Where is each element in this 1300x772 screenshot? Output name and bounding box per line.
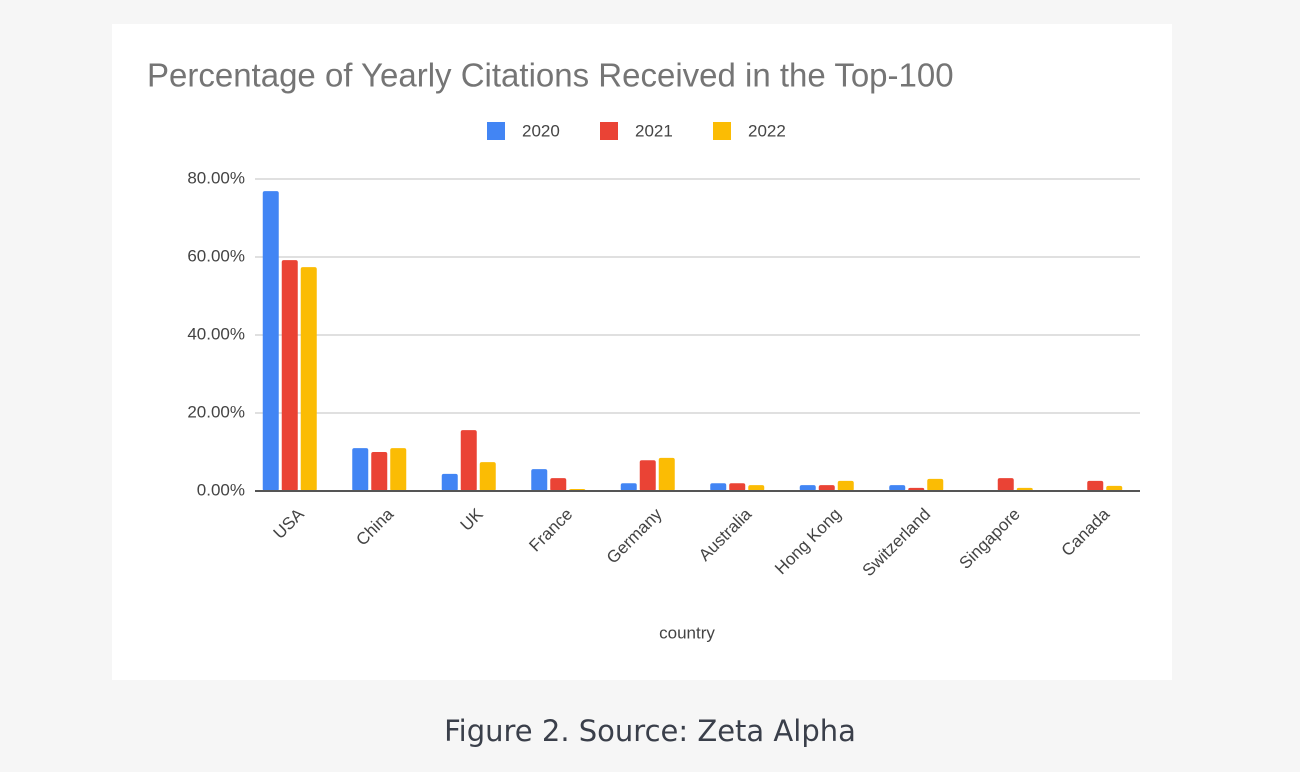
- x-tick-label: Singapore: [956, 505, 1024, 573]
- bar: [479, 462, 496, 491]
- bar: [262, 191, 279, 491]
- bar: [281, 260, 298, 491]
- y-tick-label: 80.00%: [187, 168, 245, 187]
- x-tick-label: China: [352, 504, 397, 549]
- x-tick-label: USA: [270, 504, 309, 543]
- bar: [531, 469, 548, 491]
- bar: [441, 473, 458, 491]
- bar: [748, 485, 765, 491]
- bar: [639, 460, 656, 491]
- bar: [1087, 480, 1104, 491]
- x-tick-label: Germany: [603, 504, 666, 567]
- chart: Percentage of Yearly Citations Received …: [147, 57, 1140, 642]
- legend-label: 2020: [522, 121, 560, 140]
- bar: [729, 483, 746, 491]
- y-tick-label: 0.00%: [197, 480, 245, 499]
- legend-swatch: [600, 122, 618, 140]
- bar: [818, 485, 835, 491]
- bar: [889, 485, 906, 491]
- bar: [997, 478, 1014, 491]
- bar: [837, 480, 854, 491]
- bar: [710, 483, 727, 491]
- y-tick-label: 40.00%: [187, 324, 245, 343]
- x-tick-label: Australia: [695, 504, 756, 565]
- bar: [460, 430, 477, 491]
- x-axis-title: country: [659, 623, 715, 642]
- bar: [550, 478, 567, 491]
- bar: [300, 267, 317, 491]
- x-tick-label: Hong Kong: [771, 505, 845, 579]
- bar: [352, 448, 369, 491]
- caption: Figure 2. Source: Zeta Alpha: [444, 714, 856, 748]
- bar: [390, 448, 407, 491]
- x-tick-label: Switzerland: [859, 505, 935, 581]
- y-tick-label: 20.00%: [187, 402, 245, 421]
- legend-label: 2021: [635, 121, 673, 140]
- bar: [371, 452, 388, 491]
- bar: [1106, 485, 1123, 491]
- bar: [927, 478, 944, 491]
- bar: [620, 483, 637, 491]
- y-tick-label: 60.00%: [187, 246, 245, 265]
- x-tick-label: France: [525, 505, 576, 556]
- legend-swatch: [487, 122, 505, 140]
- bar: [658, 457, 675, 491]
- x-tick-label: UK: [457, 504, 488, 535]
- chart-title: Percentage of Yearly Citations Received …: [147, 57, 954, 94]
- x-tick-label: Canada: [1058, 504, 1114, 560]
- legend-label: 2022: [748, 121, 786, 140]
- legend-swatch: [713, 122, 731, 140]
- bar: [799, 485, 816, 491]
